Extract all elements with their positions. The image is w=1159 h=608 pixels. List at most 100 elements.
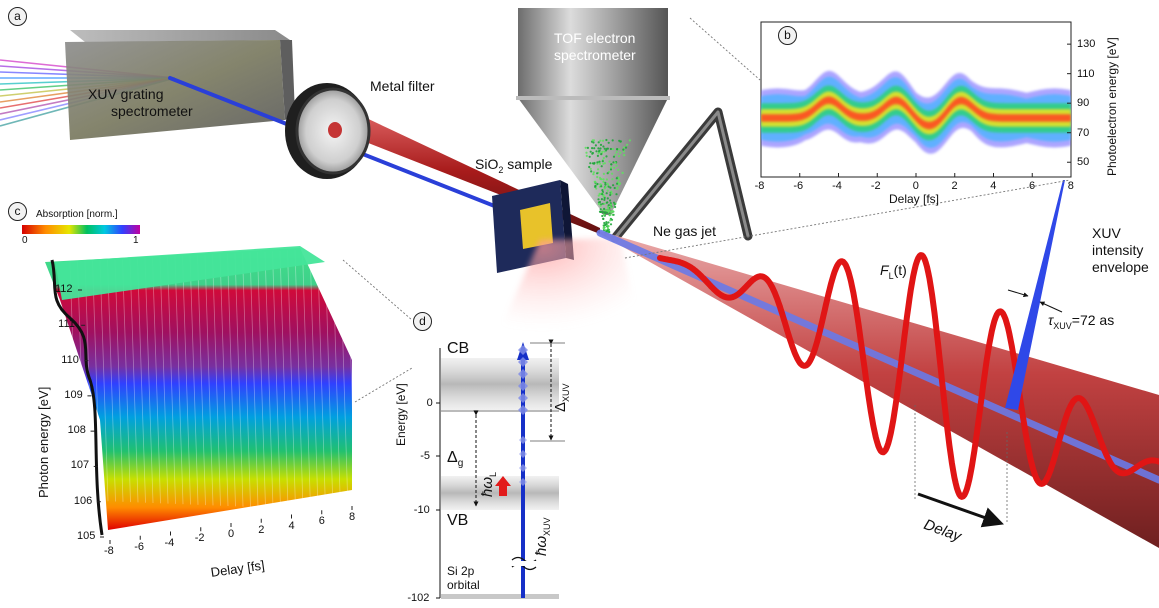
sio2-label-post: sample (503, 156, 553, 172)
c-ytick-label: 112 (55, 283, 73, 295)
delta-xuv-label: ΔXUV (552, 383, 574, 412)
b-xtick-label: -8 (754, 180, 765, 192)
absorption-surface (45, 248, 352, 530)
panel-badge-c: c (8, 202, 27, 221)
b-ytick-label: 90 (1077, 97, 1090, 110)
b-xtick-label: 8 (1067, 180, 1074, 192)
delta-g-main: Δ (447, 449, 458, 466)
c-xtick-label: 4 (288, 519, 295, 532)
connector-b-1 (689, 17, 761, 81)
panel-badge-a: a (8, 7, 27, 26)
c-xtick-label: 0 (228, 528, 235, 540)
laser-beam-downstream (600, 231, 1159, 548)
colorbar-title: Absorption [norm.] (36, 209, 118, 220)
orbital-label-line2: orbital (447, 578, 480, 592)
tof-label-line2: spectrometer (554, 47, 636, 63)
delta-xuv-sub: XUV (561, 383, 571, 402)
connector-c-1 (342, 259, 413, 321)
b-ytick-label: 50 (1077, 156, 1090, 169)
hw-l-main: ħω (479, 476, 496, 497)
ne-gas-jet-label: Ne gas jet (653, 223, 717, 239)
delta-g-label: Δg (447, 450, 463, 472)
c-ytick-label: 111 (58, 318, 75, 331)
laser-field-label: FL(t) (880, 262, 907, 284)
laser-field-label-sub: L (888, 270, 894, 281)
hw-l-sub: L (488, 471, 498, 477)
panel-d-diagram (436, 339, 565, 599)
xuv-envelope-line2: intensity (1092, 242, 1144, 258)
hw-xuv-sub: XUV (542, 517, 552, 536)
d-ytick-label: -102 (407, 592, 430, 604)
b-xtick-label: 4 (990, 180, 997, 192)
sio2-label: SiO2 sample (475, 156, 552, 178)
hw-l-label: ħωL (479, 471, 501, 497)
surface-ridges (69, 247, 356, 512)
connector-c-2 (354, 367, 413, 403)
cb-label: CB (447, 340, 470, 357)
colorbar-min: 0 (22, 235, 28, 246)
panel-c-chart (22, 225, 356, 544)
connector-b-2 (624, 179, 1071, 259)
b-ytick-label: 70 (1077, 126, 1090, 139)
orbital-level (441, 594, 559, 599)
sio2-label-main: SiO (475, 156, 499, 172)
b-xtick-label: -4 (832, 180, 842, 192)
tau-arrow-right (1039, 301, 1063, 313)
delta-xuv-main: Δ (552, 401, 569, 412)
c-xtick-label: 6 (318, 515, 325, 528)
tau-arrow-left (1007, 289, 1029, 298)
grating-label-line1: XUV grating (88, 86, 164, 102)
laser-photon-arrow (495, 476, 511, 496)
laser-field-wave (657, 252, 1159, 500)
hw-xuv-label: ħωXUV (533, 517, 555, 556)
metal-filter-label: Metal filter (370, 78, 435, 94)
metal-filter (285, 83, 371, 179)
sio2-label-sub: 2 (498, 164, 504, 175)
c-ytick-label: 109 (64, 388, 83, 401)
grating-spectrometer (65, 30, 295, 140)
delay-arrow (917, 492, 1004, 528)
tau-label-sub: XUV (1053, 320, 1072, 331)
orbital-label-line1: Si 2p (447, 564, 475, 578)
laser-field-label-arg: (t) (893, 262, 907, 278)
panel-b-xlabel: Delay [fs] (889, 192, 940, 206)
cb-band (441, 358, 559, 410)
tof-spectrometer (516, 8, 670, 215)
tau-label: τXUV=72 as (1048, 312, 1114, 334)
panel-d-ylabel: Energy [eV] (394, 383, 408, 446)
grating-label-line2: spectrometer (111, 103, 193, 119)
d-ytick-label: 0 (426, 397, 433, 409)
d-ytick-label: -5 (420, 450, 430, 462)
tof-label-line1: TOF electron (554, 30, 636, 46)
laser-scatter (500, 238, 640, 330)
b-xtick-label: 0 (912, 180, 919, 192)
laser-field-label-main: F (880, 262, 889, 278)
panel-c-ylabel: Photon energy [eV] (36, 386, 51, 498)
b-xtick-label: 2 (951, 180, 958, 192)
absorption-profile (50, 259, 104, 536)
panel-badge-b: b (778, 26, 797, 45)
c-xtick-label: -8 (104, 545, 114, 557)
d-ytick-label: -10 (413, 504, 430, 516)
b-xtick-label: 6 (1029, 180, 1036, 192)
c-xtick-label: -6 (134, 540, 145, 553)
colorbar-max: 1 (133, 235, 139, 246)
spectrogram-layer-4 (761, 96, 1071, 130)
b-ytick-label: 130 (1077, 38, 1096, 51)
c-xtick-label: -4 (164, 536, 175, 549)
colorbar (22, 225, 140, 234)
tau-label-main: τ (1048, 312, 1054, 328)
panel-b-ylabel: Photoelectron energy [eV] (1105, 37, 1119, 176)
xuv-envelope-line3: envelope (1092, 259, 1149, 275)
c-xtick-label: 8 (349, 511, 356, 523)
c-ytick-label: 107 (70, 459, 90, 472)
xuv-beam-downstream (596, 229, 1159, 484)
xuv-intensity-envelope (1005, 180, 1065, 410)
c-ytick-label: 110 (61, 353, 79, 366)
b-xtick-label: -2 (870, 180, 881, 192)
surface-crest (55, 246, 325, 300)
b-xtick-label: -6 (793, 180, 804, 192)
c-xtick-label: -2 (194, 532, 205, 545)
c-ytick-label: 106 (73, 494, 93, 507)
